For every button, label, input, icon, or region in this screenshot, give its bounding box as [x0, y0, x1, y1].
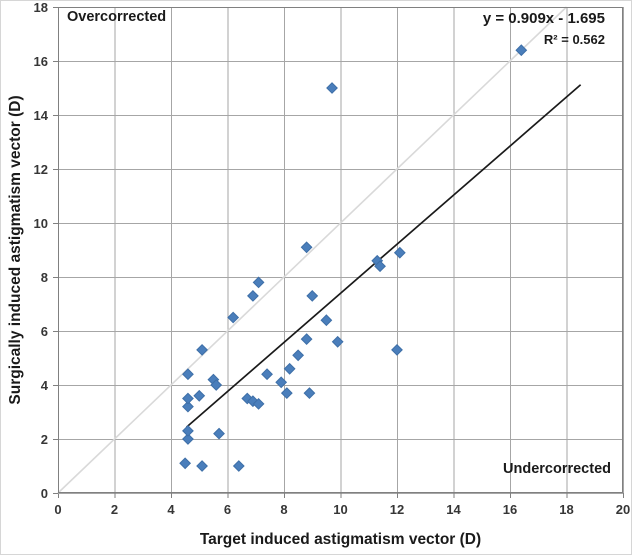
data-point — [374, 260, 386, 273]
x-tick-label: 2 — [111, 502, 118, 517]
trend-line — [185, 84, 582, 428]
undercorrected-label: Undercorrected — [503, 461, 611, 477]
data-point — [182, 368, 194, 381]
data-point — [182, 392, 194, 405]
data-point — [182, 400, 194, 413]
y-tick-labels: 0 2 4 6 8 10 12 14 16 18 — [34, 1, 49, 501]
data-point — [320, 314, 333, 327]
y-tick-label: 4 — [41, 378, 49, 393]
trendline-equation-label: y = 0.909x - 1.695 — [482, 10, 605, 27]
data-point — [515, 44, 528, 57]
data-point — [283, 362, 296, 375]
x-tick-label: 18 — [559, 502, 573, 517]
data-points — [179, 44, 528, 472]
x-axis-title: Target induced astigmatism vector (D) — [199, 531, 482, 548]
x-tick-label: 8 — [280, 502, 287, 517]
overcorrected-label: Overcorrected — [67, 9, 167, 25]
data-point — [393, 246, 406, 259]
data-point — [252, 397, 265, 410]
data-point — [227, 311, 240, 324]
data-point — [232, 460, 245, 472]
data-point — [300, 333, 313, 346]
data-point — [306, 289, 319, 302]
data-point — [193, 389, 206, 402]
data-point — [247, 289, 259, 302]
plot-frame — [58, 7, 623, 493]
y-tick-label: 8 — [41, 270, 48, 285]
y-tick-label: 6 — [41, 324, 48, 339]
x-tick-label: 14 — [446, 502, 461, 517]
data-point — [391, 343, 403, 356]
x-tick-labels: 0 2 4 6 8 10 12 14 16 18 20 — [54, 502, 630, 517]
y-tick-label: 16 — [34, 54, 48, 69]
data-point — [182, 433, 194, 445]
data-point — [252, 276, 265, 289]
y-tick-label: 10 — [34, 216, 48, 231]
y-axis-title: Surgically induced astigmatism vector (D… — [7, 95, 24, 405]
data-point — [326, 82, 338, 94]
data-point — [261, 368, 273, 381]
data-point — [280, 387, 293, 400]
x-tick-label: 10 — [333, 502, 347, 517]
data-point — [275, 376, 288, 389]
gridlines — [58, 7, 624, 494]
data-point — [303, 387, 316, 400]
data-point — [182, 424, 194, 437]
data-point — [292, 349, 305, 362]
data-point — [210, 379, 223, 391]
identity-line — [57, 6, 568, 494]
y-tick-label: 12 — [34, 162, 48, 177]
data-point — [331, 335, 344, 348]
y-tick-label: 18 — [34, 1, 48, 15]
x-tick-label: 4 — [167, 502, 175, 517]
x-tick-label: 16 — [503, 502, 517, 517]
data-point — [213, 427, 225, 440]
data-point — [179, 457, 192, 470]
x-tick-label: 20 — [616, 502, 630, 517]
x-tick-label: 0 — [54, 502, 61, 517]
y-tick-label: 2 — [41, 432, 48, 447]
axis-tick-marks — [53, 7, 624, 498]
x-tick-label: 6 — [224, 502, 231, 517]
data-point — [196, 343, 208, 356]
r-squared-label: R² = 0.562 — [543, 32, 605, 47]
data-point — [300, 241, 313, 254]
y-tick-label: 14 — [34, 108, 49, 123]
y-tick-label: 0 — [41, 486, 48, 501]
data-point — [196, 460, 208, 472]
x-tick-label: 12 — [390, 502, 404, 517]
